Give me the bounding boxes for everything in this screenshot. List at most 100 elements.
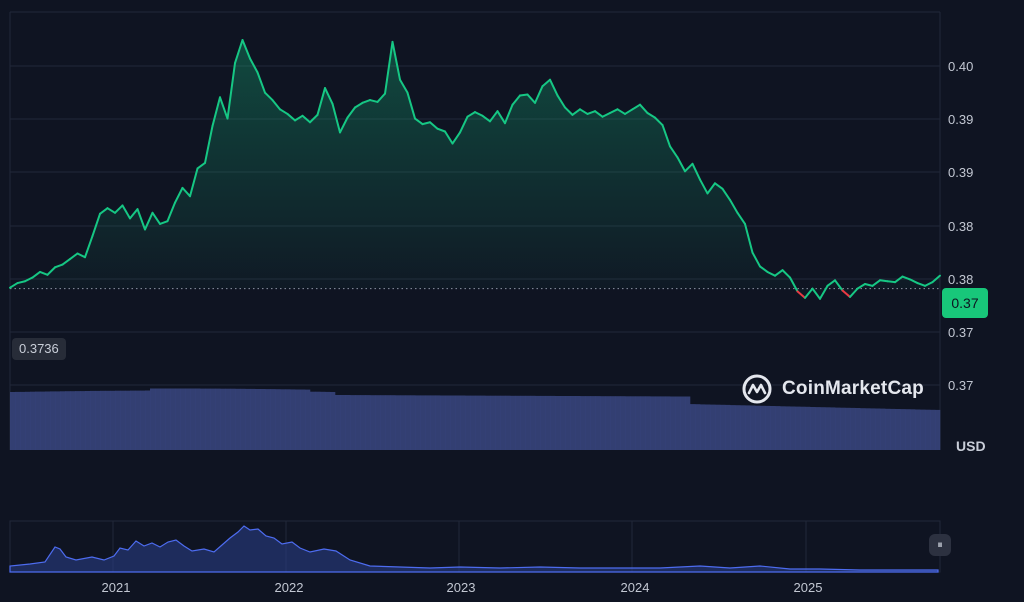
price-line-segment <box>549 78 559 97</box>
volume-bar <box>885 408 891 450</box>
navigator-year-ticks: 2021 2022 2023 2024 2025 <box>102 580 823 595</box>
price-line-segment <box>376 92 386 103</box>
volume-bar <box>595 396 601 450</box>
price-line-segment <box>526 93 536 104</box>
price-line-segment <box>729 198 739 214</box>
volume-bar <box>70 391 76 450</box>
volume-bar <box>475 395 481 450</box>
price-line-segment <box>811 287 821 300</box>
volume-bar <box>120 390 126 450</box>
price-line-segment <box>616 108 626 115</box>
price-line-segment <box>661 124 671 148</box>
price-line-segment <box>504 103 514 125</box>
volume-bar <box>695 404 701 450</box>
price-line-segment <box>654 116 664 127</box>
price-line-segment <box>256 71 266 94</box>
price-line-segment <box>354 101 364 109</box>
price-line-segment <box>624 108 634 115</box>
navigator-area <box>9 525 939 573</box>
volume-bar <box>125 390 131 450</box>
volume-bar <box>285 389 291 450</box>
price-line-segment <box>279 108 289 115</box>
volume-bar <box>850 407 856 450</box>
volume-bar <box>870 408 876 450</box>
volume-bar <box>215 388 221 450</box>
price-line-segment <box>571 108 581 116</box>
watermark-text: CoinMarketCap <box>782 378 924 399</box>
volume-bar <box>425 395 431 450</box>
volume-bar <box>40 391 46 450</box>
price-line-segment <box>106 207 116 214</box>
volume-bar <box>435 395 441 450</box>
pause-button[interactable]: ⏸ <box>929 534 951 556</box>
volume-bar <box>670 396 676 450</box>
volume-bar <box>655 396 661 450</box>
volume-bar <box>795 406 801 450</box>
price-line-segment <box>264 91 274 102</box>
volume-bar <box>45 391 51 450</box>
volume-bar <box>335 395 341 450</box>
volume-bar <box>170 388 176 450</box>
volume-bar <box>555 396 561 450</box>
price-line-segment <box>61 258 71 266</box>
price-line-segment <box>759 265 769 273</box>
volume-bar <box>445 395 451 450</box>
price-line-segment <box>211 96 221 127</box>
price-line-segment <box>91 212 101 237</box>
coinmarketcap-watermark: CoinMarketCap <box>741 373 924 405</box>
volume-bar <box>835 407 841 450</box>
volume-bar <box>250 388 256 450</box>
price-line-segment <box>69 252 79 261</box>
volume-bar <box>865 408 871 450</box>
volume-bar <box>395 395 401 450</box>
volume-bar <box>510 395 516 450</box>
volume-bar <box>840 407 846 450</box>
price-line-segment <box>489 110 499 123</box>
price-line-segment <box>121 204 131 220</box>
volume-bar <box>380 395 386 450</box>
volume-bar <box>740 405 746 450</box>
volume-bar <box>715 404 721 450</box>
volume-bar <box>645 396 651 450</box>
volume-bar <box>265 389 271 450</box>
price-chart[interactable]: 0.400.390.390.380.380.370.37 3:00 PM6:00… <box>0 0 1024 460</box>
price-line-segment <box>219 96 229 120</box>
price-line-segment <box>159 220 169 225</box>
volume-bar <box>55 391 61 450</box>
volume-bar <box>470 395 476 450</box>
price-line-segment <box>931 274 941 284</box>
volume-bar <box>205 388 211 450</box>
volume-bar <box>365 395 371 450</box>
price-line-segment <box>286 112 296 122</box>
price-line-segment <box>309 113 319 124</box>
volume-bar <box>310 391 316 450</box>
price-line-segment <box>46 266 56 276</box>
price-line-segment <box>361 99 371 104</box>
price-line-segment <box>24 276 34 283</box>
volume-bar <box>375 395 381 450</box>
price-line-segment <box>241 39 251 60</box>
volume-bar <box>245 388 251 450</box>
price-line-segment <box>699 178 709 195</box>
price-line-segment <box>579 108 589 115</box>
volume-bar <box>130 390 136 450</box>
volume-bar <box>415 395 421 450</box>
price-line-segment <box>301 114 311 124</box>
volume-bar <box>10 392 16 450</box>
volume-bar <box>935 409 941 450</box>
volume-bar <box>200 388 206 450</box>
price-line-segment <box>511 94 521 106</box>
volume-bar <box>275 389 281 450</box>
price-line-segment <box>189 167 199 198</box>
price-line-segment <box>586 110 596 115</box>
volume-bar <box>295 389 301 450</box>
volume-bar <box>145 390 151 450</box>
volume-bar <box>85 391 91 450</box>
price-line <box>9 39 941 300</box>
price-line-segment <box>399 78 409 94</box>
volume-bar <box>25 391 31 450</box>
price-line-segment <box>864 283 874 287</box>
volume-bar <box>325 391 331 450</box>
volume-bar <box>210 388 216 450</box>
